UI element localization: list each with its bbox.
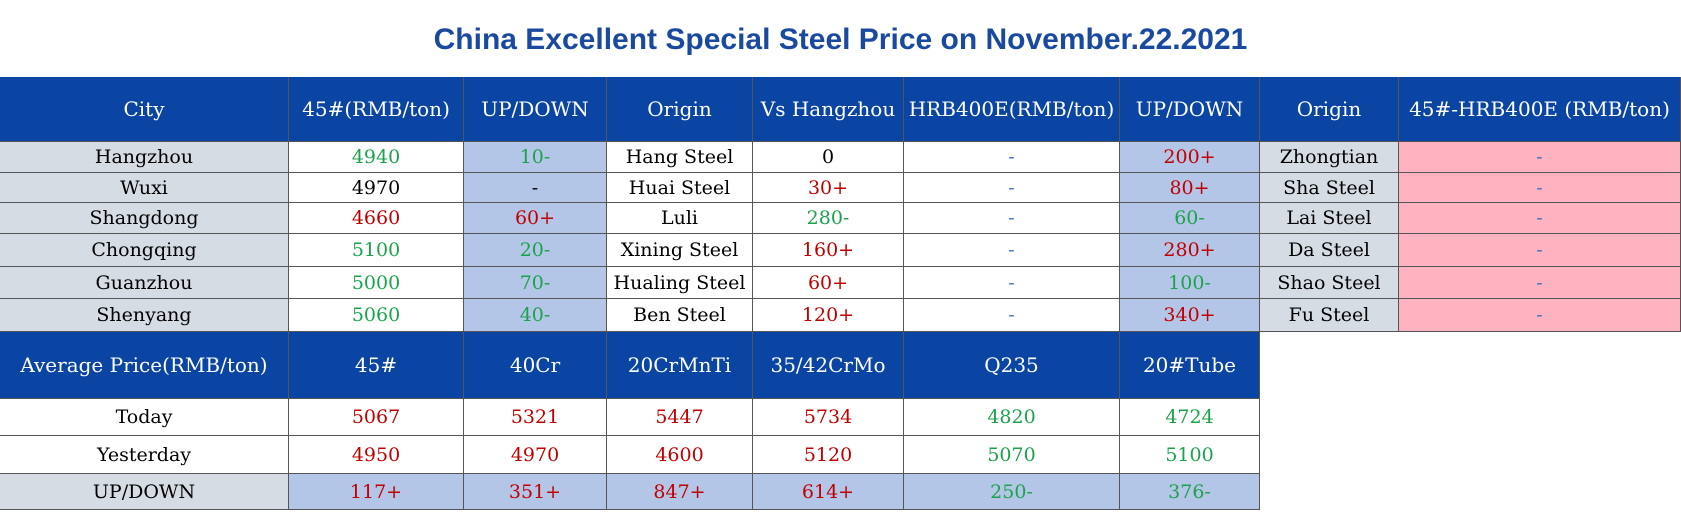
table-cell: 30+ bbox=[753, 173, 904, 203]
table-cell: Chongqing bbox=[0, 234, 289, 267]
table-cell: 20- bbox=[464, 234, 607, 267]
table-cell: - bbox=[904, 234, 1120, 267]
table-cell: 5734 bbox=[753, 399, 904, 436]
header-cell: Average Price(RMB/ton) bbox=[0, 332, 289, 399]
table-cell: Hangzhou bbox=[0, 142, 289, 173]
table-cell: 4940 bbox=[289, 142, 464, 173]
table-cell: Lai Steel bbox=[1260, 203, 1399, 234]
table-cell: Today bbox=[0, 399, 289, 436]
header-cell: 40Cr bbox=[464, 332, 607, 399]
table-cell: Fu Steel bbox=[1260, 299, 1399, 332]
header-cell: 45#(RMB/ton) bbox=[289, 77, 464, 142]
table-cell: Ben Steel bbox=[607, 299, 753, 332]
table-cell: Wuxi bbox=[0, 173, 289, 203]
table-cell: - bbox=[904, 299, 1120, 332]
table-cell: Luli bbox=[607, 203, 753, 234]
table-cell: 160+ bbox=[753, 234, 904, 267]
table-cell: - bbox=[1399, 299, 1681, 332]
table-cell: 70- bbox=[464, 267, 607, 299]
table-cell: 5120 bbox=[753, 436, 904, 474]
table-cell: 4950 bbox=[289, 436, 464, 474]
table-cell: 100- bbox=[1120, 267, 1260, 299]
table-cell: 4660 bbox=[289, 203, 464, 234]
table-cell: 340+ bbox=[1120, 299, 1260, 332]
table-cell: - bbox=[904, 142, 1120, 173]
table-cell: 5100 bbox=[1120, 436, 1260, 474]
table-cell: Yesterday bbox=[0, 436, 289, 474]
table-cell: Xining Steel bbox=[607, 234, 753, 267]
table-cell: 351+ bbox=[464, 474, 607, 510]
table-cell: 280+ bbox=[1120, 234, 1260, 267]
table-cell: - bbox=[904, 173, 1120, 203]
table-cell: 280- bbox=[753, 203, 904, 234]
table-cell: Guanzhou bbox=[0, 267, 289, 299]
table-cell: Shao Steel bbox=[1260, 267, 1399, 299]
table-cell: - bbox=[1399, 234, 1681, 267]
header-cell: 45# bbox=[289, 332, 464, 399]
table-cell: 5321 bbox=[464, 399, 607, 436]
table-cell: - bbox=[1399, 142, 1681, 173]
header-cell: City bbox=[0, 77, 289, 142]
header-cell: Origin bbox=[1260, 77, 1399, 142]
table-cell: 5447 bbox=[607, 399, 753, 436]
table-cell: 376- bbox=[1120, 474, 1260, 510]
table-cell: Hang Steel bbox=[607, 142, 753, 173]
header-cell: Origin bbox=[607, 77, 753, 142]
table-cell: 10- bbox=[464, 142, 607, 173]
table-cell: - bbox=[1399, 267, 1681, 299]
header-cell: Q235 bbox=[904, 332, 1120, 399]
table-cell: 40- bbox=[464, 299, 607, 332]
table-cell: Zhongtian bbox=[1260, 142, 1399, 173]
table-cell: - bbox=[1399, 173, 1681, 203]
header-cell: UP/DOWN bbox=[464, 77, 607, 142]
table-cell: Sha Steel bbox=[1260, 173, 1399, 203]
table-cell: 80+ bbox=[1120, 173, 1260, 203]
header-cell: 35/42CrMo bbox=[753, 332, 904, 399]
table-cell: 4970 bbox=[289, 173, 464, 203]
table-cell: 5100 bbox=[289, 234, 464, 267]
table-cell: 60+ bbox=[753, 267, 904, 299]
table-cell: 614+ bbox=[753, 474, 904, 510]
header-cell: UP/DOWN bbox=[1120, 77, 1260, 142]
table-cell: 847+ bbox=[607, 474, 753, 510]
table-cell: 4724 bbox=[1120, 399, 1260, 436]
table-cell: 4970 bbox=[464, 436, 607, 474]
table-cell: 5067 bbox=[289, 399, 464, 436]
table-cell: UP/DOWN bbox=[0, 474, 289, 510]
header-cell: 45#-HRB400E (RMB/ton) bbox=[1399, 77, 1681, 142]
header-cell: Vs Hangzhou bbox=[753, 77, 904, 142]
table-cell: - bbox=[1399, 203, 1681, 234]
table-cell: 4820 bbox=[904, 399, 1120, 436]
header-cell: 20CrMnTi bbox=[607, 332, 753, 399]
table-cell: 60+ bbox=[464, 203, 607, 234]
table-cell: 4600 bbox=[607, 436, 753, 474]
table-cell: 5060 bbox=[289, 299, 464, 332]
table-cell: 117+ bbox=[289, 474, 464, 510]
table-cell: - bbox=[904, 267, 1120, 299]
table-cell: Huai Steel bbox=[607, 173, 753, 203]
title: China Excellent Special Steel Price on N… bbox=[433, 23, 1248, 56]
table-cell: Hualing Steel bbox=[607, 267, 753, 299]
table-cell: Da Steel bbox=[1260, 234, 1399, 267]
table-cell: 5070 bbox=[904, 436, 1120, 474]
header-cell: 20#Tube bbox=[1120, 332, 1260, 399]
table-cell: - bbox=[904, 203, 1120, 234]
table-cell: - bbox=[464, 173, 607, 203]
table-cell: 5000 bbox=[289, 267, 464, 299]
table-cell: Shenyang bbox=[0, 299, 289, 332]
table-cell: 0 bbox=[753, 142, 904, 173]
table-cell: 120+ bbox=[753, 299, 904, 332]
table-cell: 200+ bbox=[1120, 142, 1260, 173]
table-cell: 60- bbox=[1120, 203, 1260, 234]
header-cell: HRB400E(RMB/ton) bbox=[904, 77, 1120, 142]
table-cell: Shangdong bbox=[0, 203, 289, 234]
table-cell: 250- bbox=[904, 474, 1120, 510]
